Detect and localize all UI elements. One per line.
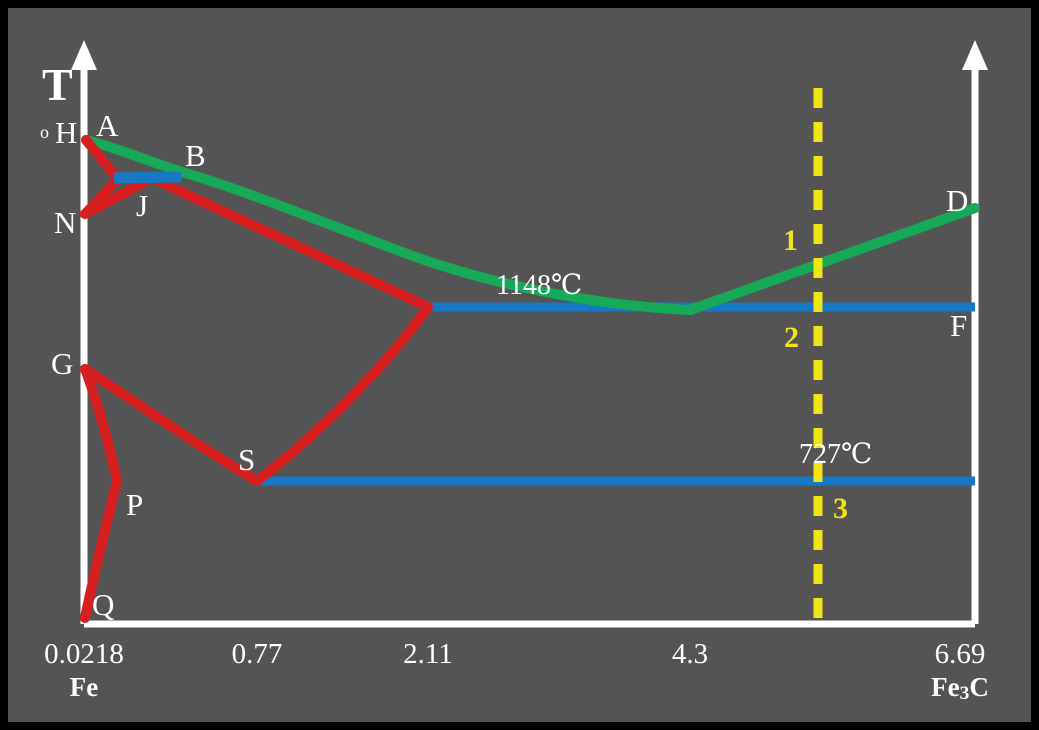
- cementite-formula-main: Fe: [931, 672, 960, 702]
- solidus-gp-curve: [80, 364, 122, 486]
- point-label-S: S: [238, 442, 256, 477]
- point-label-G: G: [51, 346, 74, 381]
- figure-canvas: [8, 8, 1031, 722]
- eutectic-temperature-label: 1148℃: [496, 270, 583, 301]
- point-label-D: D: [946, 183, 969, 218]
- right-axis-arrowhead: [962, 40, 988, 70]
- solidus-je-line: [147, 173, 433, 312]
- point-label-Q: Q: [92, 587, 115, 622]
- eutectoid-temperature-label: 727℃: [799, 439, 873, 470]
- x-tick-label-1: 0.77: [231, 638, 283, 670]
- peritectic-hjb-segment: [113, 171, 182, 184]
- solidus-gs-curve: [80, 364, 262, 486]
- region-number-1: 1: [783, 224, 798, 257]
- solidus-pq-curve: [80, 476, 122, 623]
- point-label-B: B: [185, 138, 206, 173]
- liquidus-cd-curve: [685, 203, 980, 315]
- region-number-3: 3: [833, 492, 848, 525]
- cementite-formula-tail: C: [969, 672, 989, 702]
- point-label-F: F: [950, 308, 968, 343]
- axes-group: [71, 40, 988, 628]
- x-tick-label-3: 4.3: [671, 638, 709, 670]
- x-tick-label-4: 6.69: [934, 638, 986, 670]
- cementite-formula-subscript: 3: [959, 682, 970, 704]
- x-tick-label-0: 0.0218: [44, 638, 124, 670]
- region-number-2: 2: [784, 321, 799, 354]
- point-label-N: N: [54, 205, 77, 240]
- point-label-P: P: [126, 487, 144, 522]
- y-axis-title: T: [42, 59, 73, 110]
- liquidus-abc-curve: [81, 135, 695, 315]
- solidus-ah-line: [81, 135, 123, 184]
- liquidus-curve-group: [81, 135, 980, 315]
- point-label-A: A: [96, 108, 119, 143]
- point-label-J: J: [136, 188, 149, 223]
- solidus-es-curve: [252, 302, 433, 486]
- x-tick-label-2: 2.11: [403, 638, 453, 670]
- x-axis-left-end-label: Fe: [69, 672, 99, 702]
- y-axis-arrowhead: [71, 40, 97, 70]
- point-label-H: H: [55, 115, 78, 150]
- degree-symbol: o: [40, 122, 49, 142]
- x-axis-right-end-label: Fe3C: [900, 672, 1020, 704]
- solidus-nj-line: [80, 173, 157, 219]
- solidus-curve-group: [80, 135, 433, 623]
